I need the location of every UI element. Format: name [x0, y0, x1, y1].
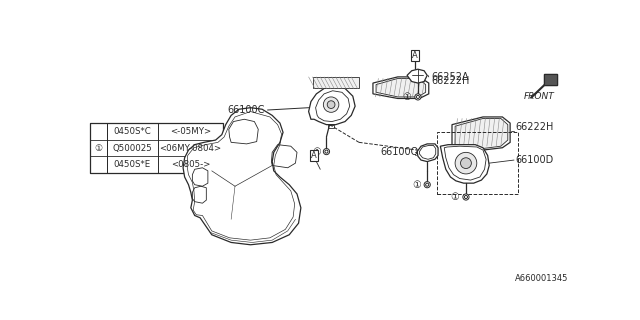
Polygon shape — [440, 145, 489, 183]
Circle shape — [323, 97, 339, 112]
Text: 66100Q: 66100Q — [381, 147, 419, 156]
Text: FRONT: FRONT — [524, 92, 555, 101]
Text: ①: ① — [312, 147, 321, 156]
Bar — [544, 74, 557, 84]
Text: <-05MY>: <-05MY> — [170, 127, 211, 136]
Polygon shape — [316, 91, 349, 122]
Polygon shape — [417, 144, 438, 162]
Bar — [90, 123, 223, 173]
Polygon shape — [444, 146, 486, 180]
Text: <0805->: <0805-> — [171, 160, 210, 169]
Polygon shape — [308, 86, 355, 124]
Polygon shape — [407, 69, 428, 83]
Circle shape — [455, 152, 477, 174]
Text: 66100C: 66100C — [227, 105, 264, 115]
Text: A: A — [311, 151, 317, 160]
Polygon shape — [452, 117, 510, 150]
Text: 0450S*E: 0450S*E — [114, 160, 151, 169]
Text: 66222H: 66222H — [431, 76, 470, 86]
Text: ①: ① — [413, 180, 422, 190]
Polygon shape — [455, 118, 508, 148]
Circle shape — [463, 194, 469, 200]
Text: 66222H: 66222H — [516, 122, 554, 132]
Text: <06MY-0804>: <06MY-0804> — [159, 144, 221, 153]
Polygon shape — [312, 77, 359, 88]
Text: A660001345: A660001345 — [515, 274, 568, 283]
Text: A: A — [412, 51, 418, 60]
Circle shape — [417, 95, 419, 99]
Circle shape — [426, 183, 429, 186]
Text: ①: ① — [95, 144, 102, 153]
Circle shape — [424, 182, 430, 188]
Text: Q500025: Q500025 — [113, 144, 152, 153]
Bar — [436, 132, 518, 194]
Polygon shape — [544, 74, 557, 84]
Circle shape — [461, 158, 472, 169]
Bar — [90, 123, 107, 173]
Circle shape — [323, 148, 330, 155]
Polygon shape — [183, 108, 301, 245]
Polygon shape — [373, 77, 429, 99]
Text: 66252A: 66252A — [431, 72, 468, 82]
Polygon shape — [419, 145, 436, 159]
Text: ①: ① — [403, 92, 412, 102]
Circle shape — [465, 196, 467, 198]
Polygon shape — [376, 78, 426, 97]
Circle shape — [415, 94, 421, 100]
Text: 0450S*C: 0450S*C — [113, 127, 151, 136]
Text: 66100D: 66100D — [516, 155, 554, 165]
Bar — [107, 123, 157, 173]
Text: ①: ① — [451, 192, 460, 202]
Circle shape — [327, 101, 335, 108]
Circle shape — [325, 150, 328, 153]
